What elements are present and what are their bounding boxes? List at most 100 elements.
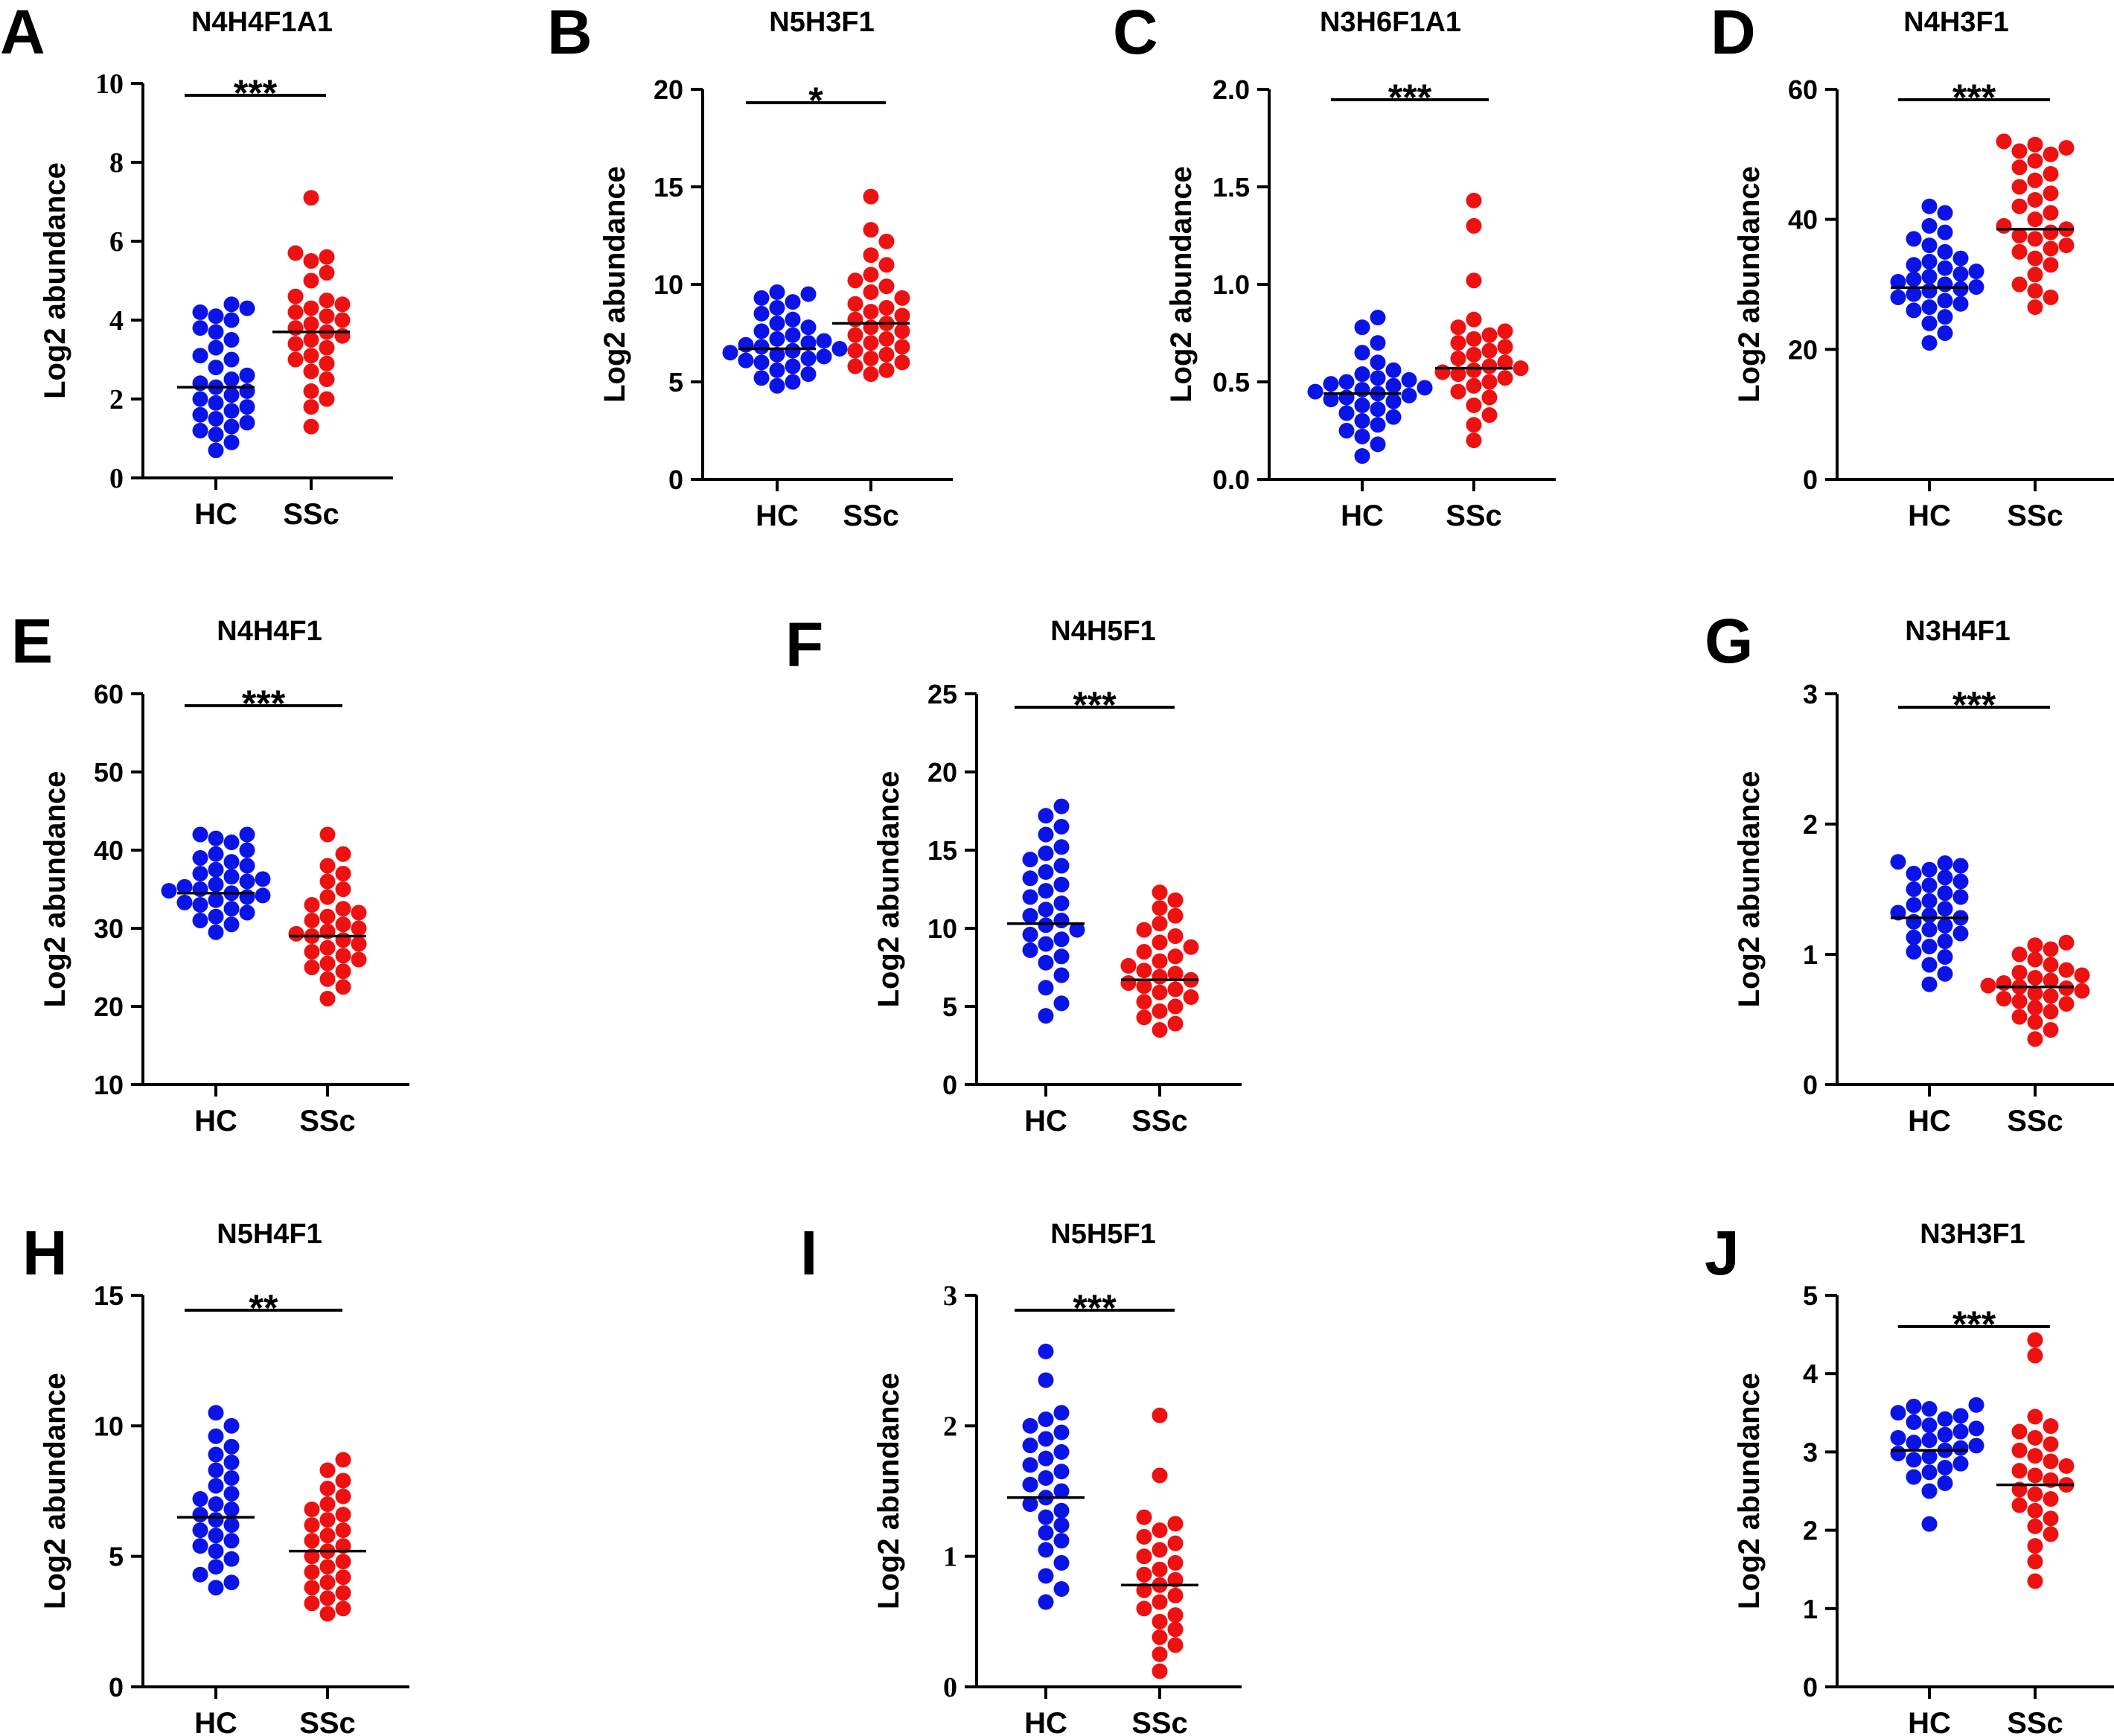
data-point-hc [208, 427, 224, 443]
data-point-hc [208, 830, 224, 846]
y-tick-label: 0 [109, 463, 124, 494]
data-point-hc [1069, 922, 1085, 938]
chart-title: N5H4F1 [217, 1219, 322, 1250]
data-point-ssc [304, 1502, 320, 1518]
data-point-ssc [2011, 1442, 2028, 1458]
data-point-hc [192, 1538, 208, 1554]
data-point-hc [1937, 276, 1953, 293]
data-point-hc [223, 332, 240, 348]
data-point-hc [1921, 283, 1938, 299]
y-tick-label: 2 [1803, 1516, 1818, 1546]
data-point-hc [1921, 1417, 1938, 1434]
data-point-ssc [2043, 1003, 2059, 1020]
data-point-hc [1952, 1423, 1969, 1440]
x-tick-label-hc: HC [1908, 1707, 1951, 1736]
panel-letter: I [800, 1218, 817, 1288]
data-point-hc [1937, 885, 1953, 901]
data-point-hc [1354, 366, 1370, 383]
data-point-ssc [304, 1595, 320, 1612]
data-point-hc [208, 846, 224, 862]
data-point-ssc [319, 873, 336, 890]
y-tick-label: 3 [943, 1280, 957, 1312]
data-point-hc [738, 352, 754, 368]
data-point-hc [1038, 864, 1054, 880]
data-point-ssc [1167, 892, 1184, 908]
data-point-ssc [1167, 948, 1184, 965]
data-point-ssc [1167, 998, 1184, 1015]
data-point-hc [1906, 302, 1922, 319]
data-point-ssc [1466, 433, 1482, 449]
y-tick-label: 5 [668, 367, 683, 398]
data-point-hc [208, 1496, 224, 1513]
data-point-hc [1906, 881, 1922, 897]
data-point-hc [1038, 1509, 1054, 1525]
data-point-hc [223, 351, 240, 368]
data-point-ssc [319, 264, 335, 281]
data-point-hc [208, 1528, 224, 1544]
y-tick-label: 20 [654, 74, 683, 105]
data-point-hc [1890, 854, 1906, 870]
data-point-hc [255, 871, 271, 887]
data-point-ssc [335, 1522, 351, 1539]
data-point-hc [1952, 250, 1969, 267]
data-point-hc [192, 422, 208, 438]
data-point-hc [831, 340, 848, 357]
data-point-hc [1906, 866, 1922, 881]
data-point-ssc [351, 951, 367, 968]
data-point-ssc [2027, 250, 2043, 267]
data-point-ssc [319, 308, 335, 325]
data-point-ssc [878, 346, 895, 363]
data-point-hc [1906, 231, 1922, 247]
data-point-ssc [1466, 377, 1482, 394]
data-point-ssc [2027, 1014, 2043, 1030]
data-point-ssc [304, 1564, 320, 1580]
data-point-ssc [2027, 136, 2043, 153]
x-tick-label-ssc: SSc [1131, 1105, 1188, 1137]
data-point-ssc [2027, 211, 2043, 228]
data-point-hc [208, 892, 224, 908]
data-point-ssc [1136, 1528, 1152, 1545]
data-point-ssc [863, 247, 879, 264]
y-tick-label: 6 [109, 226, 124, 258]
panel-h: H N5H4F1 Log2 abundance 0 5 10 15 HC SSc ** [22, 1218, 409, 1736]
data-point-ssc [1152, 968, 1168, 985]
y-tick-label: 4 [109, 305, 124, 336]
data-point-ssc [2027, 299, 2043, 316]
data-point-ssc [319, 339, 335, 356]
data-point-hc [753, 354, 770, 371]
data-point-ssc [335, 963, 351, 980]
y-tick-label: 2 [1803, 809, 1818, 840]
data-point-ssc [1152, 1629, 1168, 1645]
data-point-ssc [894, 307, 910, 324]
data-point-hc [1937, 293, 1953, 309]
data-point-hc [1370, 417, 1386, 433]
y-tick-label: 40 [94, 835, 124, 866]
data-point-hc [1323, 392, 1339, 408]
y-tick-label: 1.5 [1213, 172, 1250, 202]
data-point-hc [1038, 826, 1054, 843]
data-point-ssc [1481, 389, 1498, 406]
data-point-hc [223, 418, 240, 435]
significance-label: *** [1388, 77, 1432, 118]
data-point-ssc [2027, 172, 2043, 188]
data-point-ssc [863, 366, 879, 383]
data-point-ssc [303, 253, 319, 269]
data-point-hc [223, 1551, 240, 1567]
data-point-ssc [2058, 962, 2075, 978]
data-point-hc [1921, 1483, 1938, 1499]
data-point-hc [1937, 1411, 1953, 1427]
data-point-ssc [2027, 1429, 2043, 1446]
data-point-hc [1890, 289, 1906, 305]
data-point-hc [223, 1469, 240, 1486]
data-point-hc [239, 826, 255, 843]
data-point-ssc [2027, 1000, 2043, 1016]
data-point-hc [223, 1454, 240, 1470]
y-tick-label: 15 [94, 1280, 124, 1311]
data-point-ssc [878, 299, 895, 316]
data-point-hc [1022, 1457, 1038, 1473]
data-point-ssc [878, 278, 895, 295]
significance-label: *** [1952, 1303, 1996, 1345]
data-point-hc [1038, 936, 1054, 952]
y-tick-label: 0.5 [1213, 367, 1250, 398]
data-point-ssc [1152, 1663, 1168, 1679]
